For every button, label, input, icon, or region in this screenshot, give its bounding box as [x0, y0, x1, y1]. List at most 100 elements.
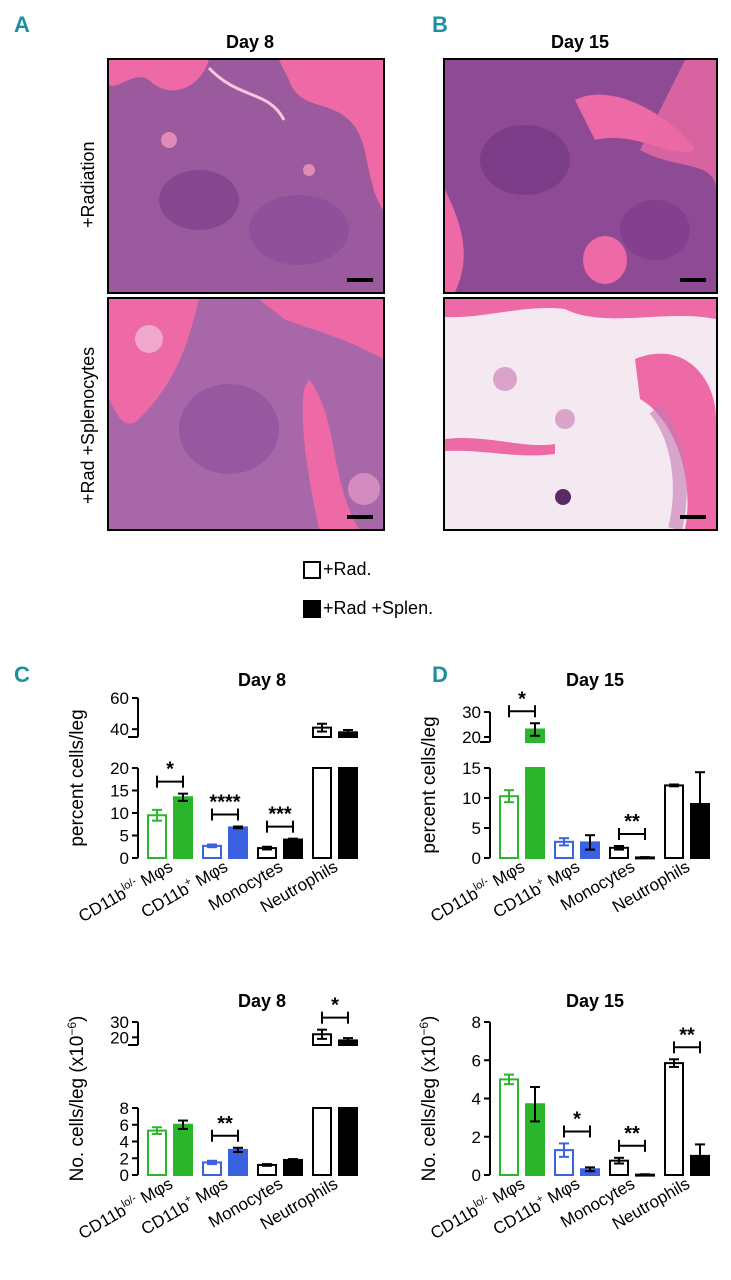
- bar: [338, 767, 358, 859]
- bar: [338, 1107, 358, 1176]
- y-axis-label-text: No. cells/leg (x10: [67, 1036, 88, 1182]
- chart-title: Day 15: [566, 670, 624, 690]
- y-axis-label: percent cells/leg: [67, 709, 88, 846]
- row-label-rad-splenocytes: +Rad +Splenocytes: [78, 346, 98, 504]
- y-tick-label: 2: [120, 1149, 129, 1168]
- bar: [147, 814, 167, 859]
- y-tick-label: 8: [472, 1013, 481, 1032]
- category-label-text: CD11b: [75, 884, 129, 926]
- histology-image-day8-rad-splenocytes: [107, 297, 385, 531]
- y-tick-label: 2: [472, 1128, 481, 1147]
- legend-item-rad: +Rad.: [303, 559, 372, 580]
- y-axis-label: No. cells/leg (x10−6): [417, 1016, 440, 1182]
- y-tick-label: 15: [462, 759, 481, 778]
- panel-letter-c: C: [14, 662, 30, 687]
- scale-bar: [680, 278, 706, 282]
- y-tick-label: 40: [110, 720, 129, 739]
- legend-swatch-filled: [303, 599, 321, 618]
- histology-image-day8-radiation: [107, 58, 385, 294]
- panel-letter-b: B: [432, 12, 448, 37]
- bar: [283, 838, 303, 860]
- y-tick-label: 6: [472, 1051, 481, 1070]
- y-tick-label: 5: [120, 827, 129, 846]
- y-tick-label: 20: [462, 728, 481, 747]
- category-label-superscript: +: [534, 875, 546, 889]
- y-tick-label: 0: [472, 849, 481, 868]
- histology-title-day8: Day 8: [225, 32, 275, 52]
- bar: [525, 767, 545, 859]
- y-tick-label: 4: [120, 1133, 129, 1152]
- y-axis-label: No. cells/leg (x10−6): [65, 1016, 88, 1182]
- tissue-texture: [445, 60, 716, 292]
- category-label-text: CD11b: [427, 884, 481, 926]
- bar: [228, 1148, 248, 1176]
- y-tick-label: 20: [110, 759, 129, 778]
- y-tick-label: 15: [110, 782, 129, 801]
- bar: [499, 1078, 519, 1176]
- legend-item-rad-splen: +Rad +Splen.: [303, 598, 433, 619]
- category-label-text: CD11b: [75, 1201, 129, 1243]
- significance-label: *: [518, 688, 526, 710]
- legend-swatch-open: [303, 560, 321, 579]
- tissue-texture: [445, 299, 716, 529]
- category-label-superscript: +: [534, 1192, 546, 1206]
- histology-image-day15-rad-splenocytes: [443, 297, 718, 531]
- y-axis-label-text: percent cells/leg: [67, 709, 88, 846]
- row-label-radiation: +Radiation: [78, 141, 98, 228]
- histology-title-day15: Day 15: [550, 32, 610, 52]
- chart-title: Day 8: [238, 991, 286, 1011]
- significance-label: *: [331, 995, 339, 1017]
- significance-label: **: [624, 1123, 640, 1145]
- y-tick-label: 30: [462, 703, 481, 722]
- bar: [499, 795, 519, 859]
- y-tick-label: 6: [120, 1116, 129, 1135]
- significance-label: ****: [209, 792, 240, 814]
- significance-label: ***: [268, 804, 292, 826]
- chart-title: Day 8: [238, 670, 286, 690]
- significance-label: *: [166, 759, 174, 781]
- y-axis-label-end: ): [67, 1016, 88, 1022]
- y-axis-label-text: No. cells/leg (x10: [419, 1036, 440, 1182]
- category-label-text: CD11b: [427, 1201, 481, 1243]
- y-axis-label-end: ): [419, 1016, 440, 1022]
- y-axis-label-superscript: −6: [417, 1022, 431, 1036]
- y-tick-label: 10: [110, 804, 129, 823]
- bar: [173, 1123, 193, 1176]
- y-axis-label-text: percent cells/leg: [419, 716, 440, 853]
- y-axis-label-superscript: −6: [65, 1022, 79, 1036]
- y-tick-label: 4: [472, 1090, 481, 1109]
- histology-image-day15-radiation: [443, 58, 718, 294]
- bar: [664, 1062, 684, 1176]
- significance-label: **: [217, 1113, 233, 1135]
- significance-label: **: [679, 1024, 695, 1046]
- bar: [312, 1107, 332, 1176]
- y-tick-label: 0: [120, 849, 129, 868]
- scale-bar: [347, 515, 373, 519]
- y-tick-label: 5: [472, 819, 481, 838]
- chart-title: Day 15: [566, 991, 624, 1011]
- y-tick-label: 8: [120, 1099, 129, 1118]
- scale-bar: [680, 515, 706, 519]
- category-label-superscript: +: [182, 1192, 194, 1206]
- y-tick-label: 30: [110, 1013, 129, 1032]
- bar: [283, 1158, 303, 1177]
- y-tick-label: 10: [462, 789, 481, 808]
- category-label-superscript: +: [182, 875, 194, 889]
- panel-letter-d: D: [432, 662, 448, 687]
- legend-label: +Rad +Splen.: [323, 598, 434, 618]
- significance-label: *: [573, 1108, 581, 1130]
- legend-label: +Rad.: [323, 559, 372, 579]
- y-tick-label: 0: [120, 1166, 129, 1185]
- significance-label: **: [624, 811, 640, 833]
- bar: [312, 767, 332, 859]
- panel-letter-a: A: [14, 12, 30, 37]
- y-tick-label: 60: [110, 689, 129, 708]
- bar: [147, 1129, 167, 1177]
- scale-bar: [347, 278, 373, 282]
- y-tick-label: 0: [472, 1166, 481, 1185]
- bar: [173, 796, 193, 859]
